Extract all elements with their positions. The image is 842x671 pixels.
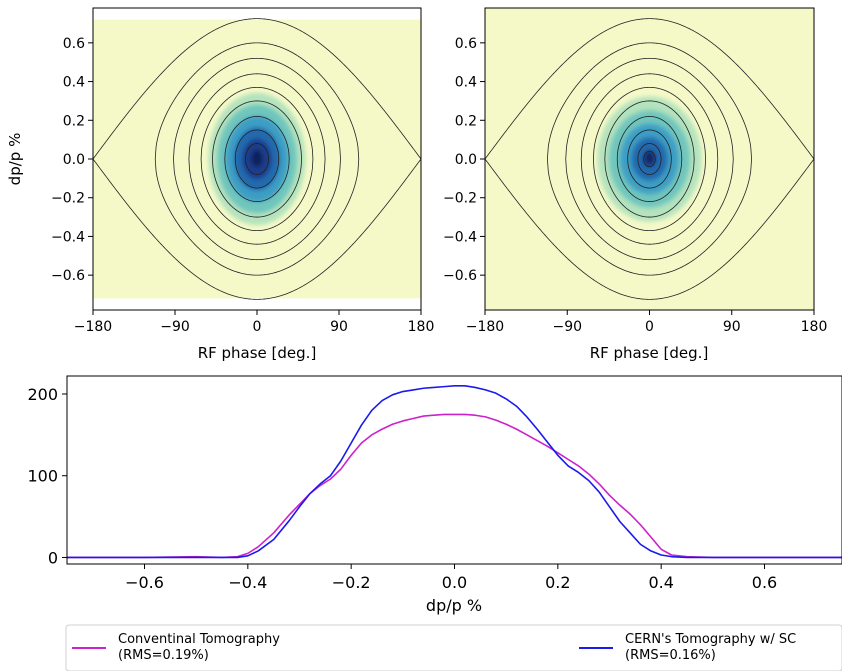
y-tick-label: 0.6 (63, 36, 85, 52)
momentum-profile-plot: −0.6 −0.4 −0.2 0.0 0.2 0.4 0.6 0 100 200 dp/p % (27, 375, 842, 615)
contour-line (245, 143, 269, 175)
legend: Conventinal Tomography (RMS=0.19%) CERN's … (65, 624, 842, 671)
contour-lines (485, 18, 814, 300)
x-tick-label: 180 (408, 319, 435, 335)
plot-area (67, 376, 842, 564)
x-tick-label: 180 (801, 319, 828, 335)
bunch-density (208, 92, 306, 226)
phase-space-plot-conventional: −180 −90 0 90 180 −0.6 −0.4 −0.2 0.0 0.2 0.4 0.6 R… (6, 7, 435, 362)
y-tick-label: −0.4 (51, 229, 85, 245)
x-tick-label: 0 (645, 319, 654, 335)
density-core (252, 149, 262, 165)
x-axis-label: RF phase [deg.] (590, 344, 709, 362)
contour-line (173, 57, 341, 261)
profile-lines (67, 385, 842, 559)
y-axis-label: dp/p % (6, 133, 24, 186)
y-tick-label: −0.2 (443, 191, 477, 207)
y-tick-label: 0.0 (455, 152, 477, 168)
x-tick-label: −90 (160, 319, 190, 335)
y-ticks: 0 100 200 (27, 385, 67, 567)
contour-line (200, 86, 314, 232)
y-ticks: −0.6 −0.4 −0.2 0.0 0.2 0.4 0.6 (443, 36, 485, 284)
x-tick-label: −0.2 (332, 573, 371, 592)
y-tick-label: 100 (27, 467, 58, 486)
density-core (644, 149, 655, 165)
x-tick-label: 0.4 (648, 573, 673, 592)
y-tick-label: −0.6 (443, 268, 477, 284)
legend-box (65, 624, 842, 671)
x-tick-label: 90 (330, 319, 348, 335)
x-tick-label: −0.6 (125, 573, 164, 592)
contour-line (627, 129, 672, 189)
legend-label: CERN's Tomography w/ SC (RMS=0.16%) (625, 632, 796, 663)
x-tick-label: −180 (74, 319, 112, 335)
y-tick-label: −0.6 (51, 268, 85, 284)
contour-lines (93, 18, 421, 300)
x-tick-label: 0.6 (752, 573, 777, 592)
x-tick-label: −180 (466, 319, 504, 335)
contour-line (637, 143, 662, 175)
series-line-cern (67, 385, 842, 559)
contour-line (154, 42, 360, 276)
bunch-density (597, 96, 702, 222)
contour-line (643, 150, 656, 168)
x-tick-label: 90 (723, 319, 741, 335)
legend-label: Conventinal Tomography (RMS=0.19%) (118, 632, 280, 663)
contour-line (547, 42, 752, 276)
y-tick-label: 200 (27, 385, 58, 404)
contour-line (616, 116, 683, 202)
separatrix (93, 18, 421, 300)
x-axis-label: dp/p % (426, 596, 482, 615)
x-ticks: −180 −90 0 90 180 (74, 310, 435, 335)
y-tick-label: 0.0 (63, 152, 85, 168)
y-tick-label: −0.4 (443, 229, 477, 245)
y-tick-label: 0.6 (455, 36, 477, 52)
y-ticks: −0.6 −0.4 −0.2 0.0 0.2 0.4 0.6 (51, 36, 93, 284)
contour-line (212, 100, 302, 218)
contour-line (224, 116, 290, 202)
phase-space-plot-cern: −180 −90 0 90 180 −0.6 −0.4 −0.2 0.0 0.2 0.4 0.6 R… (443, 7, 828, 362)
x-tick-label: 0.0 (442, 573, 467, 592)
y-tick-label: 0 (48, 548, 58, 567)
x-tick-label: 0.2 (545, 573, 570, 592)
x-axis-label: RF phase [deg.] (198, 344, 317, 362)
x-ticks: −0.6 −0.4 −0.2 0.0 0.2 0.4 0.6 (125, 564, 777, 592)
contour-line (580, 73, 719, 245)
y-tick-label: 0.4 (455, 75, 477, 91)
x-tick-label: 0 (253, 319, 262, 335)
contour-line (234, 129, 280, 189)
separatrix (485, 18, 814, 300)
contour-line (593, 86, 706, 232)
y-tick-label: 0.4 (63, 75, 85, 91)
x-tick-label: −90 (552, 319, 582, 335)
series-line-conventional (67, 413, 842, 559)
y-tick-label: 0.2 (455, 113, 477, 129)
y-tick-label: 0.2 (63, 113, 85, 129)
contour-line (604, 100, 695, 218)
x-ticks: −180 −90 0 90 180 (466, 310, 828, 335)
contour-line (565, 57, 734, 261)
x-tick-label: −0.4 (228, 573, 267, 592)
contour-line (188, 73, 326, 245)
y-tick-label: −0.2 (51, 191, 85, 207)
